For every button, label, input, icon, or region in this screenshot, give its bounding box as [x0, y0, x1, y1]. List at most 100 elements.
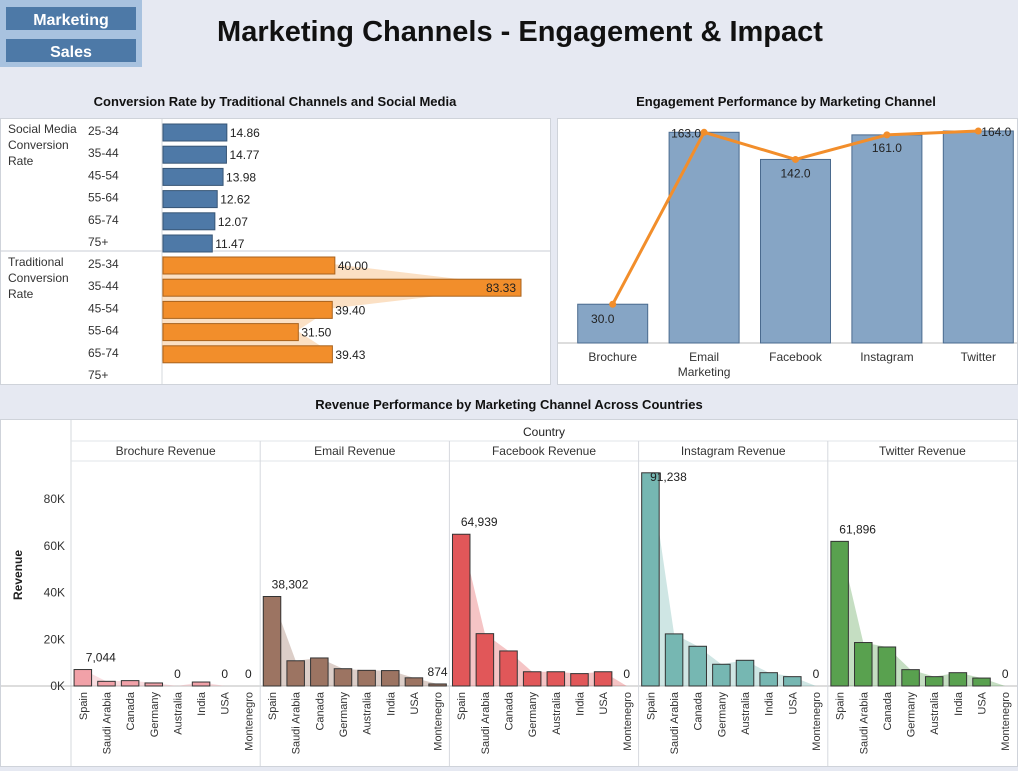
conversion-bar [162, 345, 333, 364]
revenue-bar [570, 673, 589, 687]
age-tick-label: 45-54 [88, 168, 119, 182]
country-tick-label: Montenegro [243, 692, 255, 751]
age-tick-label: 55-64 [88, 324, 119, 338]
country-tick-label: Germany [906, 692, 918, 738]
revenue-bar [924, 676, 944, 687]
channel-header: Instagram Revenue [681, 444, 786, 458]
y-tick-label: 40K [44, 586, 65, 600]
engagement-bar [851, 134, 923, 344]
engagement-point [700, 128, 708, 136]
revenue-bar [759, 672, 778, 687]
revenue-bar [475, 633, 495, 687]
revenue-bar [688, 645, 707, 687]
country-tick-label: Saudi Arabia [101, 691, 113, 754]
channel-tick-label: Twitter [961, 350, 996, 364]
group-label: Traditional [8, 255, 64, 269]
bar-value-label: 11.47 [215, 237, 244, 251]
country-tick-label: Canada [693, 691, 705, 730]
revenue-value-label: 0 [221, 667, 228, 681]
country-tick-label: India [385, 691, 397, 716]
revenue-bar [712, 663, 731, 687]
age-tick-label: 45-54 [88, 301, 119, 315]
revenue-value-label: 61,896 [839, 522, 876, 536]
country-tick-label: Australia [740, 691, 752, 735]
country-tick-label: Spain [267, 692, 279, 720]
country-tick-label: Spain [645, 692, 657, 720]
country-tick-label: Canada [504, 691, 516, 730]
revenue-chart-title: Revenue Performance by Marketing Channel… [315, 397, 703, 412]
country-tick-label: USA [787, 691, 799, 714]
revenue-bar [286, 660, 305, 687]
age-tick-label: 65-74 [88, 346, 119, 360]
revenue-bar [73, 669, 93, 687]
country-tick-label: Montenegro [1000, 692, 1012, 751]
revenue-value-label: 0 [174, 667, 181, 681]
revenue-trend-area [461, 534, 627, 686]
engagement-bar [577, 303, 649, 344]
revenue-bar [144, 682, 164, 687]
country-tick-label: India [196, 691, 208, 716]
dashboard-title: Marketing Channels - Engagement & Impact [217, 16, 823, 48]
revenue-chart-panel: Country 0K 20K 40K 60K 80K Revenue Brochure Rev… [0, 419, 1018, 767]
bar-value-label: 39.43 [335, 348, 365, 362]
revenue-bar [948, 672, 968, 687]
conversion-bar [162, 278, 522, 297]
age-tick-label: 75+ [88, 235, 108, 249]
country-tick-label: Germany [338, 692, 350, 738]
engagement-point [883, 131, 891, 139]
revenue-bar [381, 670, 400, 687]
revenue-bar [191, 681, 211, 687]
revenue-value-label: 91,238 [650, 470, 687, 484]
channel-tick-label: Brochure [588, 350, 637, 364]
revenue-bar [522, 671, 542, 687]
country-tick-label: Saudi Arabia [480, 691, 492, 754]
country-tick-label: Germany [527, 692, 539, 738]
country-tick-label: Saudi Arabia [858, 691, 870, 754]
conversion-chart: Social Media Conversion Rate 25-34 14.86 35-4… [1, 119, 550, 384]
engagement-value-label: 164.0 [981, 125, 1011, 139]
conversion-bar [162, 256, 336, 275]
bar-value-label: 14.86 [230, 126, 260, 140]
y-axis-label: Revenue [11, 550, 25, 600]
conversion-bar [162, 145, 227, 164]
conversion-chart-panel: Social Media Conversion Rate 25-34 14.86 35-4… [0, 118, 551, 385]
country-tick-label: Montenegro [811, 692, 823, 751]
group-label: Conversion [8, 138, 69, 152]
revenue-value-label: 874 [428, 665, 448, 679]
engagement-bar [668, 131, 740, 344]
channel-header: Email Revenue [314, 444, 396, 458]
country-tick-label: Montenegro [433, 692, 445, 751]
country-tick-label: Canada [314, 691, 326, 730]
conversion-bar [162, 123, 228, 142]
y-tick-label: 80K [44, 492, 65, 506]
revenue-bar [310, 657, 329, 687]
conversion-chart-title: Conversion Rate by Traditional Channels … [93, 94, 457, 109]
age-tick-label: 25-34 [88, 124, 119, 138]
revenue-bar [972, 677, 991, 687]
revenue-value-label: 0 [245, 667, 252, 681]
conversion-bar [162, 190, 218, 209]
revenue-bar [901, 669, 920, 687]
bar-value-label: 83.33 [486, 281, 516, 295]
engagement-bar [760, 158, 831, 344]
sales-nav-button[interactable]: Sales [4, 37, 138, 64]
group-label: Rate [8, 287, 34, 301]
revenue-value-label: 38,302 [272, 577, 309, 591]
conversion-bar [162, 234, 213, 253]
country-tick-label: India [764, 691, 776, 716]
channel-tick-label: Marketing [678, 365, 731, 379]
bar-value-label: 12.62 [220, 193, 250, 207]
country-tick-label: Spain [835, 692, 847, 720]
country-tick-label: Australia [172, 691, 184, 735]
revenue-bar [333, 668, 353, 687]
country-tick-label: USA [598, 691, 610, 714]
y-tick-label: 60K [44, 539, 65, 553]
age-tick-label: 75+ [88, 368, 108, 382]
revenue-bar [120, 680, 140, 687]
bar-value-label: 31.50 [301, 326, 331, 340]
revenue-chart: Country 0K 20K 40K 60K 80K Revenue Brochure Rev… [1, 420, 1017, 766]
revenue-bar [404, 677, 424, 687]
revenue-bar [97, 680, 116, 687]
country-tick-label: Australia [929, 691, 941, 735]
marketing-nav-button[interactable]: Marketing [4, 5, 138, 32]
